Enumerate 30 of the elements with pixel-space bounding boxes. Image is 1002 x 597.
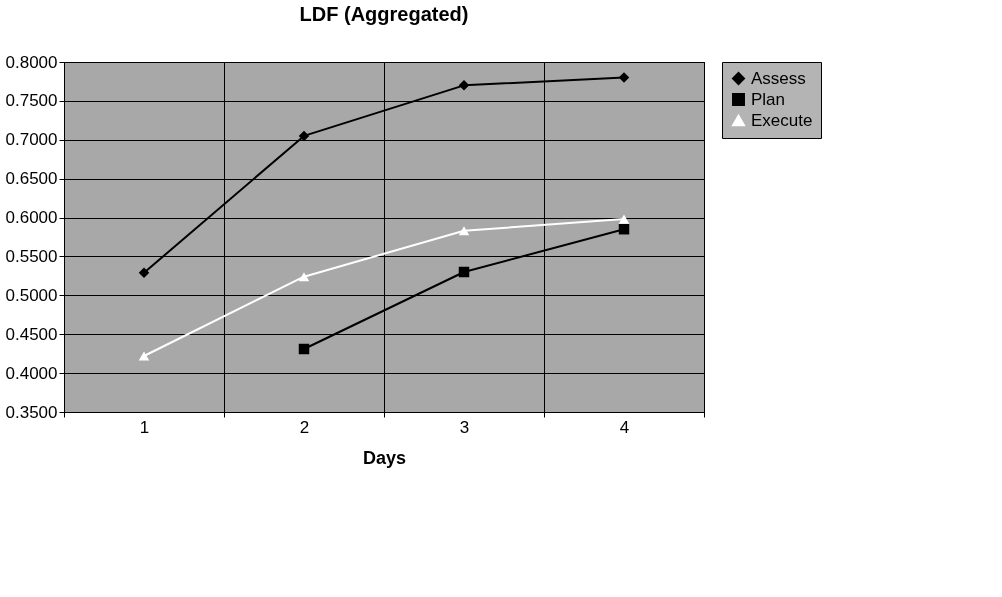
y-tick-label: 0.7000: [5, 130, 58, 150]
x-tick-label: 2: [299, 417, 310, 437]
y-tick-label: 0.4500: [5, 324, 58, 344]
point: [138, 267, 150, 279]
y-tick-label: 0.6000: [5, 208, 58, 228]
point: [298, 130, 310, 142]
y-tick-label: 0.6500: [5, 169, 58, 189]
point: [298, 272, 310, 282]
point: [458, 80, 470, 91]
point: [618, 214, 630, 224]
point: [618, 72, 630, 83]
y-tick-label: 0.4000: [5, 363, 58, 383]
legend-label: Assess: [751, 68, 806, 88]
x-tick-label: 4: [619, 417, 630, 437]
point: [298, 343, 310, 355]
x-tick-label: 1: [139, 417, 150, 437]
point: [618, 223, 630, 235]
y-tick-label: 0.8000: [5, 52, 58, 72]
y-tick-label: 0.5500: [5, 246, 58, 266]
point: [458, 226, 470, 236]
x-tick-label: 3: [459, 417, 470, 437]
y-tick-label: 0.7500: [5, 91, 58, 111]
y-tick-label: 0.5000: [5, 285, 58, 305]
legend-label: Plan: [751, 89, 786, 109]
point: [458, 266, 470, 278]
y-tick-label: 0.3500: [5, 402, 58, 422]
legend-label: Execute: [751, 110, 813, 130]
chart-title: LDF (Aggregated): [299, 3, 469, 25]
x-axis-title: Days: [362, 447, 407, 468]
point: [138, 351, 150, 361]
